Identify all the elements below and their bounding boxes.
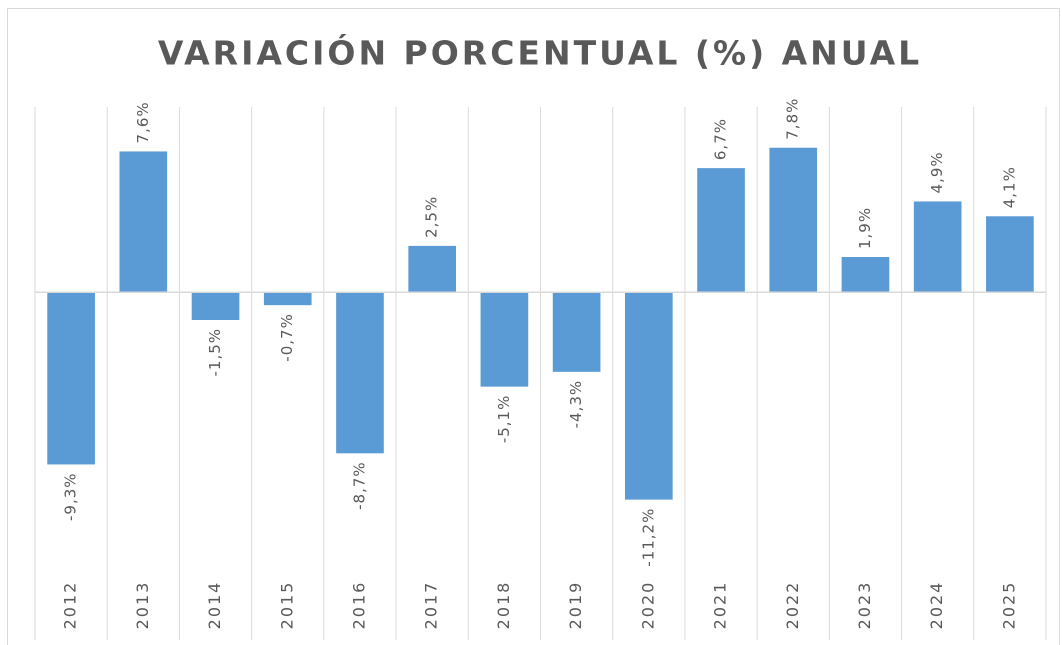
value-label: 1,9% <box>856 207 874 249</box>
x-tick-label: 2015 <box>277 581 296 630</box>
value-label: 4,1% <box>1000 166 1018 208</box>
bar <box>697 168 745 293</box>
bar <box>552 292 601 372</box>
value-label: 4,9% <box>928 151 946 193</box>
x-tick-label: 2021 <box>711 581 730 630</box>
x-tick-label: 2023 <box>855 581 874 630</box>
value-label: 7,6% <box>134 101 152 143</box>
x-tick-label: 2022 <box>783 581 802 630</box>
x-tick-label: 2019 <box>566 581 585 630</box>
bar <box>769 147 818 293</box>
x-tick-label: 2025 <box>999 581 1018 630</box>
bar <box>408 245 457 293</box>
chart-border <box>7 8 1060 645</box>
value-label: -11,2% <box>639 508 657 567</box>
bar <box>986 216 1034 293</box>
value-label: -4,3% <box>567 380 585 429</box>
x-tick-label: 2016 <box>349 581 368 630</box>
bar <box>191 292 240 320</box>
x-tick-label: 2020 <box>638 581 657 630</box>
x-tick-label: 2017 <box>422 581 441 630</box>
bar <box>336 292 384 454</box>
bar <box>47 292 95 465</box>
bar <box>841 257 890 293</box>
value-label: -9,3% <box>62 472 80 521</box>
value-label: -8,7% <box>350 461 368 510</box>
value-label: 6,7% <box>712 118 730 160</box>
bar <box>624 292 673 500</box>
x-tick-label: 2018 <box>494 581 513 630</box>
bar <box>480 292 529 387</box>
value-label: -5,1% <box>495 395 513 444</box>
x-tick-label: 2012 <box>61 581 80 630</box>
x-tick-label: 2014 <box>205 581 224 630</box>
x-tick-label: 2013 <box>133 581 152 630</box>
bar <box>263 292 312 306</box>
value-label: -1,5% <box>206 328 224 377</box>
bar <box>913 201 962 293</box>
x-tick-label: 2024 <box>927 581 946 630</box>
value-label: 7,8% <box>784 98 802 140</box>
value-label: -0,7% <box>278 313 296 362</box>
bar <box>119 151 168 293</box>
value-label: 2,5% <box>423 196 441 238</box>
chart-title: VARIACIÓN PORCENTUAL (%) ANUAL <box>158 33 922 73</box>
